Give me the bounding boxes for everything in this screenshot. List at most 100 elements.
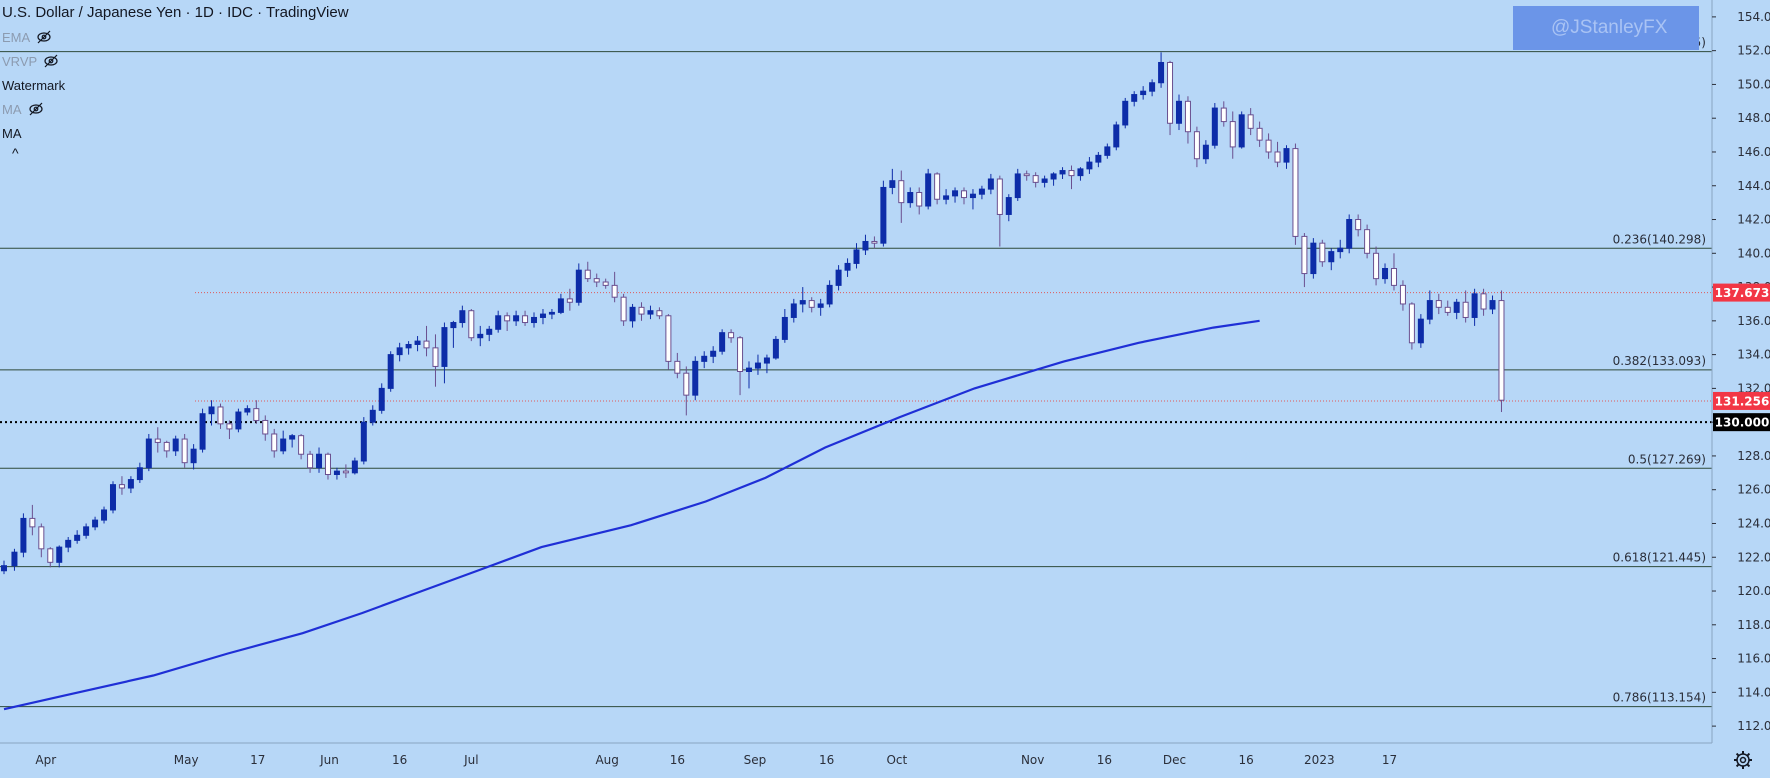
candle-body	[1265, 139, 1272, 153]
candle	[593, 273, 600, 288]
time-axis-tick-label: 2023	[1304, 753, 1335, 767]
candle	[1095, 151, 1102, 168]
eye-crossed-icon[interactable]	[28, 102, 44, 116]
eye-crossed-icon[interactable]	[43, 54, 59, 68]
candle	[1113, 121, 1120, 151]
candle-body	[763, 357, 770, 364]
candle-body	[405, 343, 412, 349]
candle	[369, 405, 376, 426]
collapse-legend-button[interactable]: ^	[12, 145, 19, 161]
candle-body	[118, 484, 125, 489]
candle-body	[925, 173, 932, 207]
eye-crossed-icon[interactable]	[36, 30, 52, 44]
legend-indicator-ma-hidden[interactable]: MA	[2, 97, 349, 121]
candle-body	[1292, 148, 1299, 237]
candle	[1328, 248, 1335, 271]
candle	[1005, 194, 1012, 222]
candle-body	[1059, 170, 1066, 175]
candle-body	[1328, 251, 1335, 263]
candle-body	[1095, 154, 1102, 163]
candle-body	[1122, 100, 1129, 126]
candle	[280, 430, 287, 455]
candle-body	[1050, 173, 1057, 180]
time-axis-tick-label: 16	[819, 753, 834, 767]
candle	[925, 168, 932, 210]
candle	[683, 366, 690, 416]
candle	[65, 536, 72, 553]
candle-body	[1104, 146, 1111, 156]
candle	[1382, 263, 1389, 284]
legend-indicator-ma[interactable]: MA	[2, 121, 349, 145]
candle	[1131, 91, 1138, 107]
candle-body	[952, 190, 959, 197]
candle-body	[1453, 301, 1460, 313]
moving-average-line	[3, 319, 1260, 711]
candle-body	[38, 526, 45, 550]
legend-indicator-vrvp[interactable]: VRVP	[2, 49, 349, 73]
candle	[1193, 126, 1200, 168]
candle	[316, 447, 323, 473]
candle	[136, 462, 143, 483]
candle	[1184, 96, 1191, 144]
candle-body	[943, 195, 950, 200]
candle	[1238, 111, 1245, 149]
candle	[244, 405, 251, 416]
candle-body	[280, 438, 287, 452]
candle	[1337, 239, 1344, 259]
candle	[351, 457, 358, 475]
candle	[1364, 224, 1371, 259]
candle	[960, 187, 967, 205]
candle-body	[1113, 124, 1120, 148]
symbol-title[interactable]: U.S. Dollar / Japanese Yen · 1D · IDC · …	[2, 4, 349, 21]
candle-body	[629, 306, 636, 322]
candle	[1050, 172, 1057, 186]
candle	[83, 523, 90, 539]
candle	[405, 341, 412, 355]
candle-body	[880, 186, 887, 244]
indicator-label: Watermark	[2, 77, 66, 93]
candle	[1211, 103, 1218, 149]
candle	[1480, 288, 1487, 316]
candle-body	[1256, 127, 1263, 141]
candle	[826, 280, 833, 308]
price-axis-tick-label: 144.000	[1737, 179, 1770, 193]
candle-body	[790, 303, 797, 318]
candle	[1229, 111, 1236, 159]
candle-body	[1498, 300, 1505, 401]
candle	[1426, 290, 1433, 325]
fib-level-label: 0.5(127.269)	[1628, 452, 1706, 466]
candle-body	[513, 315, 520, 322]
candle	[1032, 172, 1039, 188]
candle-body	[1408, 303, 1415, 344]
candle	[575, 263, 582, 306]
time-axis-tick-label: 16	[392, 753, 407, 767]
candle	[539, 309, 546, 325]
candle-body	[271, 433, 278, 452]
time-axis-tick-label: Nov	[1021, 753, 1044, 767]
candle-body	[432, 347, 439, 367]
time-axis-tick-label: 16	[670, 753, 685, 767]
candle-body	[1175, 100, 1182, 124]
candle	[808, 297, 815, 313]
candle-body	[1471, 293, 1478, 318]
candle-body	[1247, 114, 1254, 129]
candle-body	[145, 438, 152, 469]
candle-body	[557, 298, 564, 313]
legend-indicator-ema[interactable]: EMA	[2, 25, 349, 49]
candle	[190, 444, 197, 470]
fib-level-label: 0.382(133.093)	[1613, 354, 1706, 368]
time-axis-tick-label: Oct	[886, 753, 907, 767]
candle	[47, 547, 54, 568]
candle-body	[486, 328, 493, 335]
candle	[1453, 298, 1460, 320]
candle-body	[1140, 90, 1147, 96]
gear-icon[interactable]	[1733, 750, 1753, 770]
candle	[656, 307, 663, 320]
candle	[504, 312, 511, 331]
candle-body	[1068, 170, 1075, 177]
candle-body	[960, 190, 967, 199]
legend-indicator-watermark[interactable]: Watermark	[2, 73, 349, 97]
price-axis-tick-label: 126.000	[1737, 483, 1770, 497]
